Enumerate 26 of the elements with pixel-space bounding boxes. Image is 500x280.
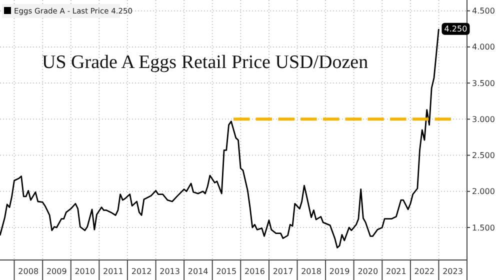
x-tick-label: 2015 <box>216 267 237 276</box>
y-tick-label: 4.000 <box>472 42 495 52</box>
y-tick-label: 3.500 <box>472 78 495 88</box>
y-tick-label: 4.500 <box>472 6 495 16</box>
x-tick-label: 2010 <box>74 267 96 276</box>
x-tick-label: 2019 <box>329 267 350 276</box>
x-tick-label: 2012 <box>131 267 152 276</box>
text: US Grade A Eggs Retail Price USD/Dozen <box>42 52 369 73</box>
y-tick-label: 3.000 <box>472 114 495 124</box>
x-tick-label: 2023 <box>442 267 463 276</box>
x-tick-label: 2011 <box>103 267 124 276</box>
y-tick-label: 2.500 <box>472 151 495 160</box>
y-tick-label: 1.500 <box>472 223 495 232</box>
x-tick-label: 2017 <box>272 267 294 276</box>
x-tick-label: 2009 <box>46 267 67 276</box>
x-tick-label: 2018 <box>301 267 322 276</box>
y-tick-label: 2.000 <box>472 187 495 196</box>
x-tick-label: 2008 <box>18 267 39 276</box>
x-tick-label: 2016 <box>244 267 265 276</box>
x-tick-label: 2020 <box>358 267 378 276</box>
line-series <box>0 28 440 248</box>
x-tick-label: 2022 <box>414 267 435 276</box>
x-tick-label: 2013 <box>160 267 180 276</box>
x-tick-label: 2021 <box>386 267 406 276</box>
x-tick-label: 2014 <box>188 267 208 276</box>
annotation: 4.250 <box>444 24 468 34</box>
